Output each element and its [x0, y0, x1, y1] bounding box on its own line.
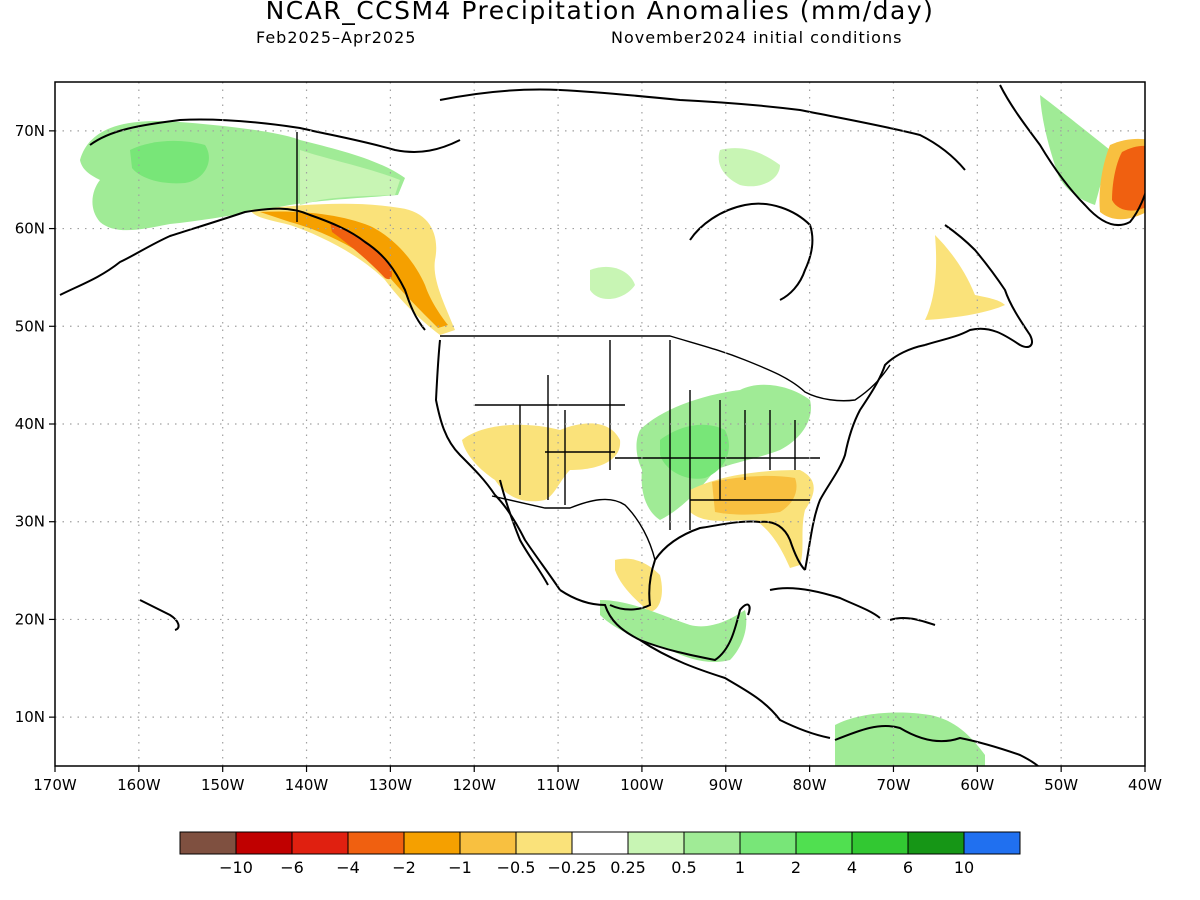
colorbar-swatch	[627, 831, 685, 855]
anomaly-ohio-valley-wet-core	[660, 424, 729, 479]
boundary-us-canada	[440, 335, 891, 402]
lon-tick-label: 120W	[452, 776, 496, 794]
colorbar-label: −6	[280, 858, 304, 877]
colorbar-swatch	[795, 831, 853, 855]
anomaly-south-america-wet	[835, 712, 985, 766]
lon-tick-label: 50W	[1044, 776, 1078, 794]
forecast-period: Feb2025–Apr2025	[256, 28, 417, 47]
coastline-gulf	[559, 589, 751, 662]
anomaly-us-southwest-dry	[462, 423, 621, 502]
coastline-cuba	[769, 587, 881, 619]
coastline-hispaniola	[889, 616, 936, 626]
anomaly-alaska-wet-core	[130, 140, 209, 184]
coastline-central-america	[639, 639, 831, 739]
initial-conditions: November2024 initial conditions	[611, 28, 903, 47]
colorbar-swatch	[683, 831, 741, 855]
lon-tick-label: 40W	[1128, 776, 1162, 794]
lon-tick-label: 170W	[33, 776, 77, 794]
colorbar-swatch	[235, 831, 293, 855]
lat-tick-label: 40N	[15, 415, 45, 433]
colorbar-swatch	[347, 831, 405, 855]
colorbar-swatch	[739, 831, 797, 855]
colorbar-swatch	[571, 831, 629, 855]
coastline-baja	[499, 479, 549, 586]
colorbar-label: 2	[791, 858, 801, 877]
chart-title: NCAR_CCSM4 Precipitation Anomalies (mm/d…	[265, 0, 935, 25]
colorbar-swatch	[851, 831, 909, 855]
anomaly-greenland-wet	[1040, 95, 1110, 205]
coastline-east-us	[804, 344, 926, 571]
boundary-us-states	[475, 340, 820, 530]
colorbar-label: −1	[448, 858, 472, 877]
lon-tick-label: 130W	[369, 776, 413, 794]
coastline-south-america	[834, 724, 1040, 766]
lon-tick-label: 80W	[793, 776, 827, 794]
anomaly-hudson-wet	[590, 266, 635, 300]
longitude-axis: 170W 160W 150W 140W 130W 120W 110W 100W 90W 80W 70…	[33, 766, 1162, 794]
colorbar-swatch	[963, 831, 1021, 855]
boundary-us-mexico	[491, 495, 656, 561]
coastline-hawaii	[139, 599, 180, 631]
lon-tick-label: 100W	[620, 776, 664, 794]
colorbar-label: 0.25	[610, 858, 646, 877]
colorbar-swatch	[459, 831, 517, 855]
lat-tick-label: 30N	[15, 513, 45, 531]
colorbar-swatch	[403, 831, 461, 855]
colorbar: −10 −6 −4 −2 −1 −0.5 −0.25 0.25 0.5 1 2 4 6 10	[179, 831, 1021, 877]
anomaly-greenland-drier	[1112, 145, 1145, 211]
political-boundaries	[296, 132, 891, 561]
colorbar-label: −10	[219, 858, 253, 877]
lon-tick-label: 110W	[536, 776, 580, 794]
colorbar-label: 4	[847, 858, 857, 877]
lon-tick-label: 60W	[960, 776, 994, 794]
colorbar-swatch	[291, 831, 349, 855]
lat-tick-label: 50N	[15, 317, 45, 335]
map-plot-area	[59, 84, 1145, 766]
coastline-arctic	[439, 88, 966, 171]
anomaly-arctic-wet	[718, 148, 780, 187]
lat-tick-label: 70N	[15, 122, 45, 140]
anomaly-alaska-light	[300, 150, 400, 205]
coastline-alaska-west	[89, 118, 461, 153]
colorbar-label: −2	[392, 858, 416, 877]
anomaly-quebec-dry	[925, 235, 1005, 320]
coastline-pacific-us	[434, 339, 561, 591]
coastline-hudson-bay	[689, 202, 814, 301]
lon-tick-label: 140W	[285, 776, 329, 794]
anomaly-central-america-wet	[600, 600, 747, 662]
lon-tick-label: 160W	[117, 776, 161, 794]
colorbar-label: 0.5	[671, 858, 696, 877]
colorbar-label: −0.25	[547, 858, 596, 877]
colorbar-label: 10	[954, 858, 974, 877]
coastline-greenland	[999, 84, 1145, 227]
lon-tick-label: 150W	[201, 776, 245, 794]
colorbar-label: −4	[336, 858, 360, 877]
coastline-texas	[609, 559, 656, 611]
lon-tick-label: 90W	[709, 776, 743, 794]
colorbar-swatch	[179, 831, 237, 855]
lat-tick-label: 10N	[15, 708, 45, 726]
colorbar-swatch	[907, 831, 965, 855]
anomaly-southeast-drier	[712, 475, 797, 515]
colorbar-label: −0.5	[497, 858, 536, 877]
anomaly-shading	[80, 95, 1145, 766]
coastline-maritimes	[924, 224, 1033, 348]
coastline-alaska	[59, 207, 426, 331]
colorbar-label: 6	[903, 858, 913, 877]
anomaly-bc-driest	[330, 222, 392, 280]
latitude-axis: 10N 20N 30N 40N 50N 60N 70N	[15, 122, 55, 726]
lat-tick-label: 20N	[15, 610, 45, 628]
colorbar-swatch	[515, 831, 573, 855]
anomaly-bc-dry	[250, 203, 455, 335]
lat-tick-label: 60N	[15, 220, 45, 238]
colorbar-label: 1	[735, 858, 745, 877]
map-gridlines	[55, 82, 1145, 766]
lon-tick-label: 70W	[877, 776, 911, 794]
